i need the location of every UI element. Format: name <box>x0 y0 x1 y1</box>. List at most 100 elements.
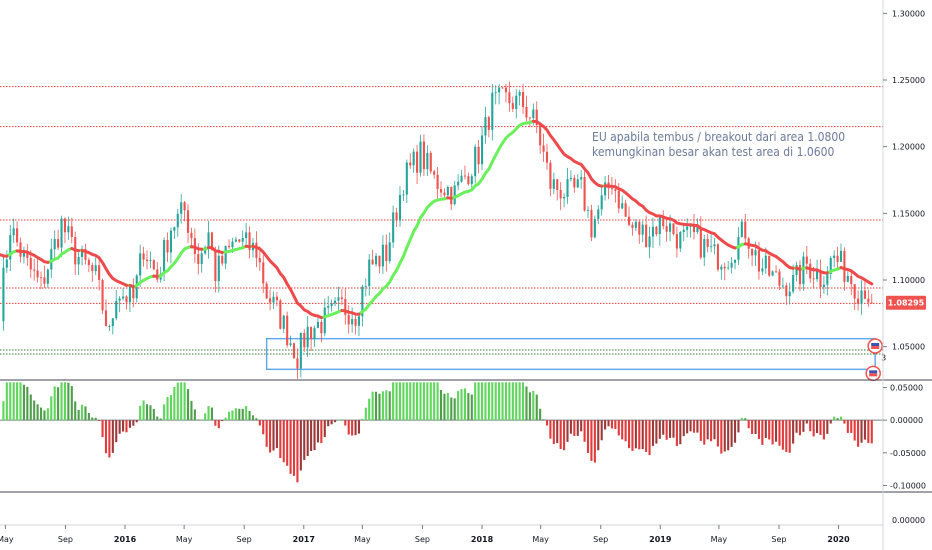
oscillator-bar <box>744 418 747 421</box>
oscillator-bar <box>63 382 67 421</box>
candle-body <box>450 186 453 205</box>
oscillator-bar <box>371 391 374 421</box>
candle-body <box>118 298 121 301</box>
lower-pane-axis[interactable]: 0.00000 <box>892 516 925 525</box>
price-tick-label: 1.30000 <box>892 9 925 18</box>
oscillator-bar <box>272 420 275 451</box>
candle-body <box>156 269 159 280</box>
oscillator-bar <box>723 420 726 452</box>
oscillator-bar <box>299 420 302 471</box>
oscillator-bar <box>142 400 145 421</box>
horizontal-levels[interactable] <box>0 86 883 355</box>
oscillator-bar <box>494 382 497 421</box>
candle-body <box>522 91 525 107</box>
price-axis[interactable]: 1.30000 1.25000 1.20000 1.15000 1.10000 1.050… <box>883 9 925 352</box>
time-axis[interactable]: May Sep 2016 May Sep 2017 May Sep 2018 May Sep 2019… <box>0 525 850 544</box>
oscillator-bar <box>443 393 446 421</box>
oscillator-bar <box>843 420 846 424</box>
candle-body <box>792 274 795 292</box>
candle-body <box>272 296 275 303</box>
oscillator-bar <box>29 394 32 421</box>
candle-body <box>378 255 381 267</box>
oscillator-bar <box>91 417 94 421</box>
candle-body <box>532 109 535 119</box>
oscillator-bar <box>111 420 114 453</box>
oscillator-bar <box>778 420 781 446</box>
annotation-line-1[interactable]: EU apabila tembus / breakout dari area 1… <box>592 130 845 144</box>
oscillator-bar <box>378 393 381 421</box>
oscillator-bar <box>135 420 138 423</box>
oscillator-bar <box>648 420 651 456</box>
candle-body <box>320 321 323 334</box>
oscillator-bar <box>850 420 853 433</box>
oscillator-tick-label: -0.10000 <box>890 481 926 490</box>
candlestick-series <box>2 81 873 379</box>
candle-body <box>443 192 446 196</box>
candle-body <box>108 326 111 327</box>
oscillator-bar <box>327 420 330 427</box>
candle-body <box>692 225 696 233</box>
oscillator-bar <box>217 420 220 429</box>
oscillator-pane[interactable] <box>0 382 883 483</box>
oscillator-bar <box>344 420 347 426</box>
oscillator-bar <box>398 382 402 421</box>
oscillator-tick-label: 0.05000 <box>890 384 923 393</box>
oscillator-bar <box>67 382 70 421</box>
oscillator-bar <box>381 391 384 421</box>
oscillator-bar <box>552 420 555 445</box>
oscillator-bar <box>573 420 576 436</box>
candle-body <box>863 290 866 299</box>
candle-body <box>764 255 767 269</box>
candle-body <box>816 270 819 280</box>
candle-body <box>67 226 70 233</box>
time-tick-label: 2018 <box>471 535 494 544</box>
oscillator-bar <box>163 404 166 421</box>
oscillator-bar <box>870 420 873 444</box>
oscillator-bar <box>108 420 111 458</box>
candle-body <box>593 218 596 238</box>
oscillator-bar <box>774 420 778 442</box>
oscillator-bar <box>104 420 108 454</box>
oscillator-bar <box>80 404 84 421</box>
candle-body <box>627 216 631 225</box>
oscillator-bar <box>597 420 600 451</box>
candle-body <box>662 216 665 227</box>
oscillator-bar <box>846 420 849 433</box>
candle-body <box>214 249 217 282</box>
annotation-line-2[interactable]: kemungkinan besar akan test area di 1.06… <box>592 145 834 159</box>
oscillator-bar <box>805 420 808 424</box>
time-tick-label: Sep <box>237 535 252 544</box>
oscillator-bar <box>330 420 333 425</box>
oscillator-axis[interactable]: 0.05000 0.00000 -0.05000 -0.10000 <box>883 384 926 491</box>
candle-body <box>412 151 415 166</box>
event-markers[interactable]: 3 <box>865 338 886 382</box>
price-pane[interactable]: EU apabila tembus / breakout dari area 1… <box>0 81 886 382</box>
candle-body <box>163 240 166 274</box>
oscillator-bar <box>771 420 774 445</box>
candle-body <box>576 179 579 188</box>
oscillator-bar <box>474 382 477 421</box>
oscillator-bar <box>439 390 443 421</box>
oscillator-bar <box>624 420 627 442</box>
candle-body <box>457 181 460 186</box>
candle-body <box>665 226 668 232</box>
oscillator-bar <box>764 420 767 439</box>
oscillator-bar <box>74 401 77 421</box>
candle-body <box>238 239 241 242</box>
zone-box[interactable] <box>265 337 876 371</box>
candle-body <box>826 274 829 285</box>
oscillator-bar <box>508 382 511 421</box>
oscillator-bar <box>251 415 255 421</box>
oscillator-bar <box>296 420 299 483</box>
oscillator-bar <box>139 405 142 421</box>
last-price-label[interactable]: 1.08295 <box>886 295 926 310</box>
candle-body <box>525 106 528 118</box>
candle-body <box>46 269 49 284</box>
candle-body <box>545 151 549 163</box>
candle-body <box>805 256 808 264</box>
oscillator-bar <box>409 382 412 421</box>
oscillator-bar <box>210 407 214 421</box>
oscillator-bar <box>583 420 586 442</box>
oscillator-bar <box>522 382 525 421</box>
